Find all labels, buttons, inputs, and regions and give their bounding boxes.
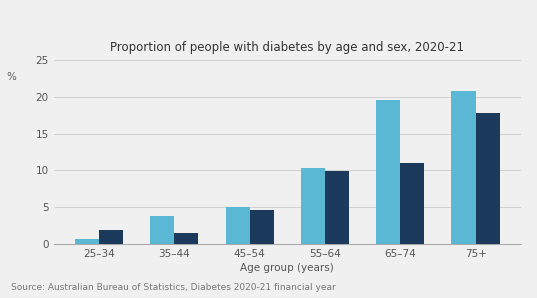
- Bar: [476, 113, 499, 244]
- Bar: [99, 229, 123, 244]
- Bar: [400, 163, 424, 244]
- Bar: [75, 239, 99, 244]
- Bar: [376, 100, 400, 244]
- Text: Source: Australian Bureau of Statistics, Diabetes 2020-21 financial year: Source: Australian Bureau of Statistics,…: [11, 283, 336, 292]
- Bar: [226, 207, 250, 244]
- Bar: [250, 209, 274, 244]
- Bar: [452, 91, 476, 244]
- Bar: [301, 168, 325, 244]
- Bar: [325, 171, 349, 244]
- Text: %: %: [6, 72, 16, 83]
- Bar: [150, 216, 175, 244]
- Bar: [175, 233, 199, 244]
- Title: Proportion of people with diabetes by age and sex, 2020-21: Proportion of people with diabetes by ag…: [110, 41, 465, 54]
- X-axis label: Age group (years): Age group (years): [241, 263, 334, 273]
